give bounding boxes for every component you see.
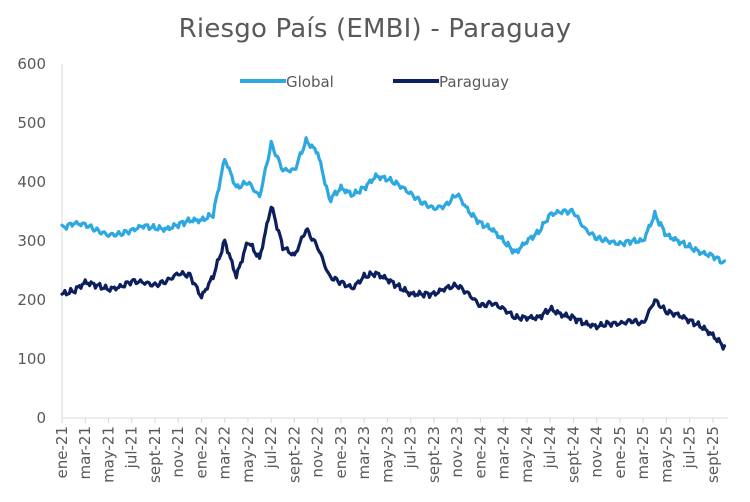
y-axis: 0 100 200 300 400 500 600 bbox=[17, 55, 63, 427]
y-tick-label: 100 bbox=[17, 350, 46, 368]
y-tick-label: 400 bbox=[17, 173, 46, 191]
x-tick-label: ene-25 bbox=[611, 426, 629, 478]
x-tick-label: mar-25 bbox=[634, 426, 652, 480]
legend-label-paraguay: Paraguay bbox=[439, 73, 509, 91]
y-tick-label: 200 bbox=[17, 291, 46, 309]
x-tick-label: sept-24 bbox=[564, 426, 582, 483]
x-tick-label: sept-21 bbox=[146, 426, 164, 483]
chart-title: Riesgo País (EMBI) - Paraguay bbox=[178, 14, 572, 44]
x-tick-label: mar-24 bbox=[495, 426, 513, 480]
x-tick-label: mar-23 bbox=[355, 426, 373, 480]
x-tick-label: may-24 bbox=[518, 426, 536, 483]
x-tick-label: jul-23 bbox=[402, 426, 420, 469]
x-tick-label: sept-23 bbox=[425, 426, 443, 483]
x-tick-label: ene-23 bbox=[332, 426, 350, 478]
x-tick-label: may-21 bbox=[99, 426, 117, 483]
x-tick-label: nov-23 bbox=[448, 426, 466, 478]
y-tick-label: 0 bbox=[36, 409, 46, 427]
series-line-global bbox=[60, 136, 727, 265]
legend: Global Paraguay bbox=[240, 73, 509, 91]
x-tick-label: may-22 bbox=[239, 426, 257, 483]
x-tick-label: ene-22 bbox=[192, 426, 210, 478]
y-tick-label: 500 bbox=[17, 114, 46, 132]
x-tick-label: jul-21 bbox=[123, 426, 141, 469]
series-layer bbox=[60, 136, 727, 351]
y-tick-label: 600 bbox=[17, 55, 46, 73]
x-tick-label: jul-22 bbox=[262, 426, 280, 469]
x-tick-label: jul-24 bbox=[541, 426, 559, 469]
x-tick-label: nov-22 bbox=[309, 426, 327, 478]
series-line-paraguay bbox=[60, 205, 727, 351]
x-tick-label: mar-21 bbox=[76, 426, 94, 480]
x-axis: ene-21 mar-21 may-21 jul-21 sept-21 nov-21 ene… bbox=[53, 417, 728, 483]
x-tick-label: nov-24 bbox=[588, 426, 606, 478]
x-tick-label: sept-22 bbox=[285, 426, 303, 483]
y-tick-label: 300 bbox=[17, 232, 46, 250]
x-tick-label: jul-25 bbox=[681, 426, 699, 469]
legend-label-global: Global bbox=[286, 73, 334, 91]
x-tick-label: nov-21 bbox=[169, 426, 187, 478]
x-tick-label: ene-24 bbox=[471, 426, 489, 478]
x-tick-label: sept-25 bbox=[704, 426, 722, 483]
x-tick-label: mar-22 bbox=[216, 426, 234, 480]
x-tick-label: ene-21 bbox=[53, 426, 71, 478]
x-tick-label: may-25 bbox=[657, 426, 675, 483]
x-tick-label: may-23 bbox=[378, 426, 396, 483]
